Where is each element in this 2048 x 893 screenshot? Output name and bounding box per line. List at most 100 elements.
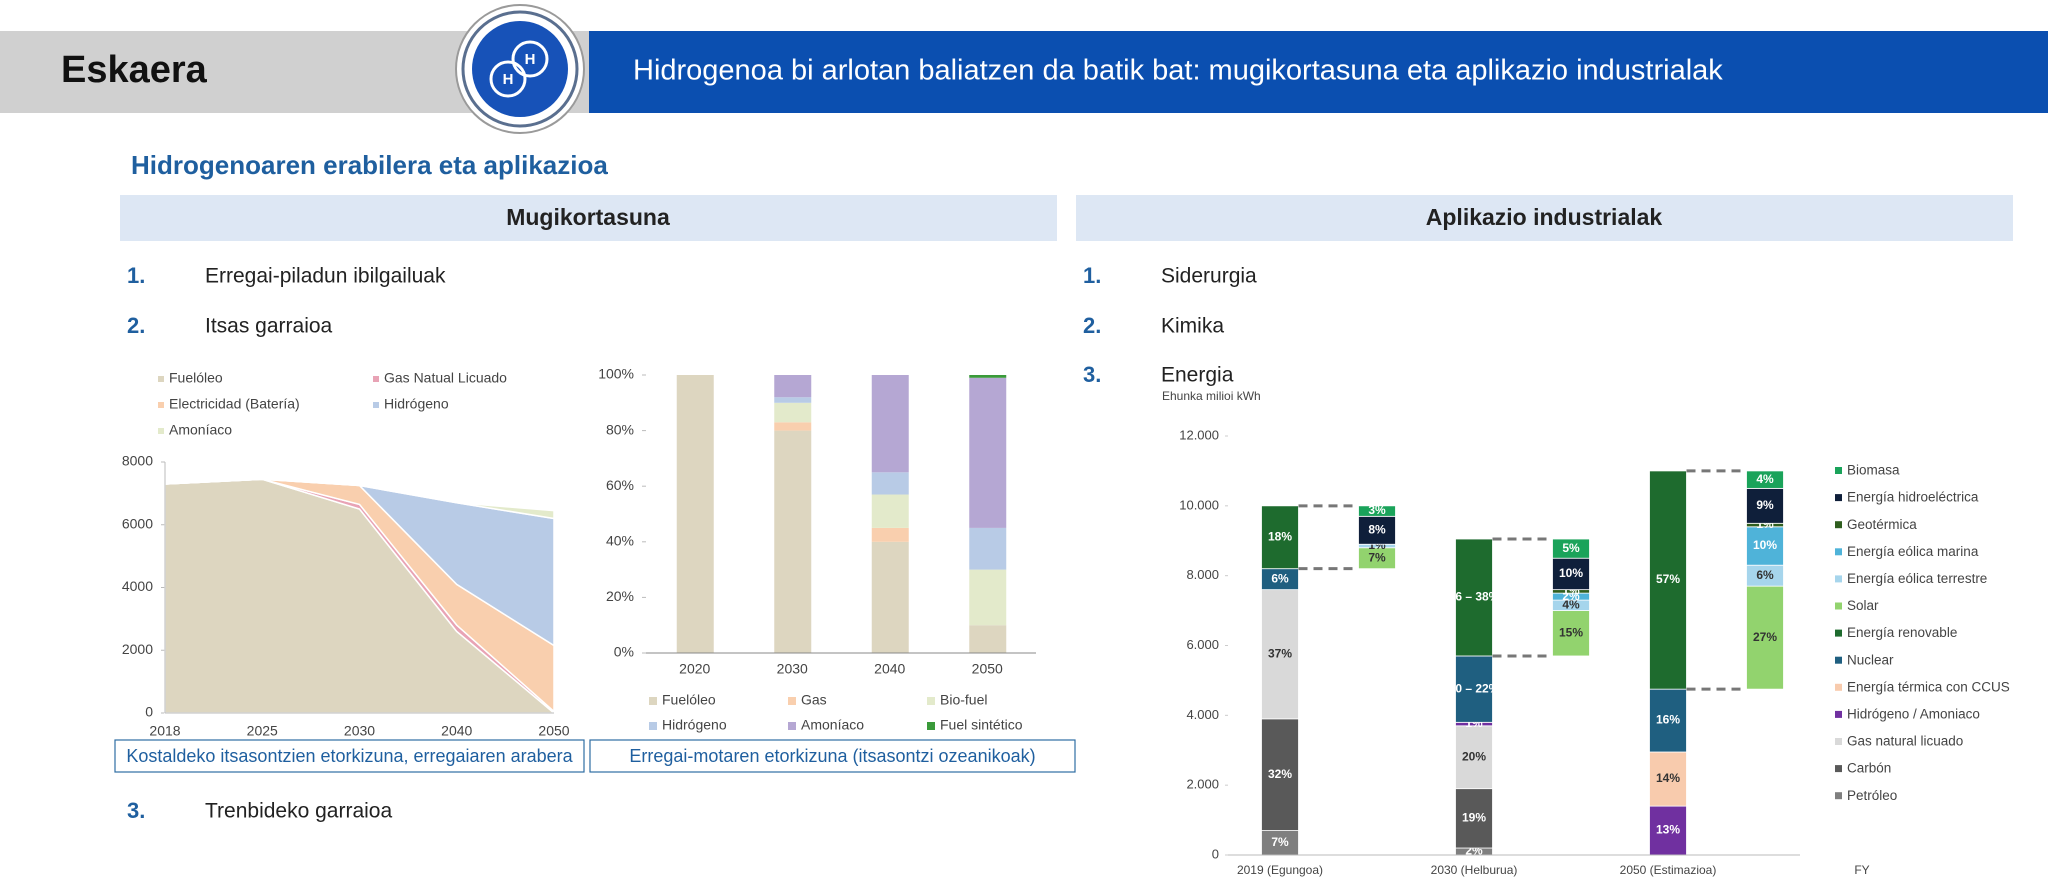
legend-label: Fuelóleo [169, 370, 223, 386]
legend-swatch [1835, 710, 1842, 718]
bar-segment [871, 527, 909, 542]
legend-swatch [1835, 494, 1842, 502]
legend-label: Energía eólica terrestre [1847, 571, 1987, 586]
x-tick-label: 2050 [972, 661, 1003, 677]
bar-segment [871, 375, 909, 473]
header-banner [589, 31, 2048, 113]
x-tick-label: 2030 (Helburua) [1431, 863, 1518, 877]
y-tick-label: 40% [606, 533, 634, 549]
bar-segment [1261, 589, 1299, 720]
area [164, 478, 555, 520]
legend-swatch [927, 722, 935, 730]
percent-label: 6% [1271, 571, 1289, 585]
legend-swatch [927, 697, 935, 705]
bar-segment [774, 397, 812, 403]
list-number: 1. [1083, 263, 1101, 288]
bar-segment [969, 377, 1007, 528]
percent-label: 37% [1268, 646, 1292, 660]
legend-label: Bio-fuel [940, 692, 987, 708]
legend-label: Hidrógeno [662, 717, 727, 733]
x-tick-label: 2018 [149, 723, 180, 739]
x-tick-label: 2019 (Egungoa) [1237, 863, 1323, 877]
legend-label: Energía térmica con CCUS [1847, 679, 2010, 694]
y-tick-label: 2000 [122, 641, 153, 657]
legend-label: Energía renovable [1847, 625, 1957, 640]
y-tick-label: 10.000 [1179, 497, 1219, 512]
caption: Erregai-motaren etorkizuna (itsasontzi o… [629, 746, 1035, 766]
y-tick-label: 6.000 [1186, 637, 1219, 652]
list-text: Trenbideko garraioa [205, 800, 392, 823]
y-tick-label: 4000 [122, 578, 153, 594]
legend-label: Fuelóleo [662, 692, 716, 708]
bar-segment [1552, 557, 1590, 591]
bar-segment [774, 430, 812, 653]
y-tick-label: 0 [1212, 846, 1219, 861]
list-text: Siderurgia [1161, 265, 1257, 288]
bar-segment [774, 422, 812, 431]
y-tick-label: 80% [606, 421, 634, 437]
y-tick-label: 0% [614, 644, 634, 660]
y-tick-label: 8.000 [1186, 567, 1219, 582]
bar-segment [1552, 538, 1590, 559]
bar-segment [1746, 470, 1784, 489]
percent-label: 5% [1562, 541, 1580, 555]
legend-label: Carbón [1847, 761, 1891, 776]
percent-label: 7% [1271, 835, 1289, 849]
percent-label: 9% [1756, 498, 1774, 512]
legend-swatch [1835, 656, 1842, 664]
legend-label: Energía hidroeléctrica [1847, 490, 1979, 505]
caption: Kostaldeko itsasontzien etorkizuna, erre… [126, 746, 573, 766]
percent-label: 19% [1462, 811, 1486, 825]
list-text: Kimika [1161, 315, 1224, 338]
percent-label: 14% [1656, 771, 1680, 785]
caption-box [589, 739, 1076, 773]
percent-label: 32% [1268, 767, 1292, 781]
y-tick-label: 100% [598, 366, 634, 382]
logo: H H [455, 4, 585, 134]
bar-segment [1261, 505, 1299, 570]
x-tick-label: 2040 [441, 723, 472, 739]
list-text: Energia [1161, 364, 1234, 387]
y-tick-label: 2.000 [1186, 777, 1219, 792]
percent-label: 3% [1368, 503, 1386, 517]
legend-swatch [1835, 467, 1842, 474]
legend-swatch [1835, 683, 1842, 691]
legend-label: Solar [1847, 598, 1879, 613]
list-text: Itsas garraioa [205, 315, 333, 338]
bar-segment [1261, 718, 1299, 831]
y-tick-label: 0 [145, 704, 153, 720]
legend-label: Amoníaco [801, 717, 864, 733]
bar-segment [1552, 610, 1590, 657]
panel-heading: Aplikazio industrialak [1426, 204, 1663, 230]
legend-swatch [1835, 548, 1842, 556]
legend-swatch [1835, 792, 1842, 800]
percent-label: 7% [1368, 550, 1386, 564]
x-tick-label: 2020 [679, 661, 710, 677]
legend-label: Hidrógeno [384, 396, 449, 412]
legend-label: Gas [801, 692, 827, 708]
legend-swatch [373, 402, 379, 408]
percent-label: 57% [1656, 572, 1680, 586]
x-tick-label: 2030 [344, 723, 375, 739]
x-tick-label: 2025 [247, 723, 278, 739]
bar-segment [676, 375, 714, 653]
percent-label: 10% [1559, 566, 1583, 580]
list-text: Erregai-piladun ibilgailuak [205, 265, 446, 288]
legend-swatch [1835, 629, 1842, 637]
percent-label: 15% [1559, 625, 1583, 639]
svg-text:H: H [525, 51, 536, 68]
legend-label: Amoníaco [169, 422, 232, 438]
list-number: 2. [1083, 313, 1101, 338]
legend-label: Nuclear [1847, 652, 1894, 667]
x-tick-label: FY [1854, 863, 1869, 877]
y-tick-label: 60% [606, 477, 634, 493]
legend-swatch [788, 722, 796, 730]
y-tick-label: 6000 [122, 515, 153, 531]
bar-segment [1358, 505, 1396, 517]
bar-segment [1358, 515, 1396, 545]
percent-label: 18% [1268, 529, 1292, 543]
bar-segment [969, 375, 1007, 378]
percent-label: 4% [1562, 598, 1580, 612]
y-tick-label: 8000 [122, 453, 153, 469]
